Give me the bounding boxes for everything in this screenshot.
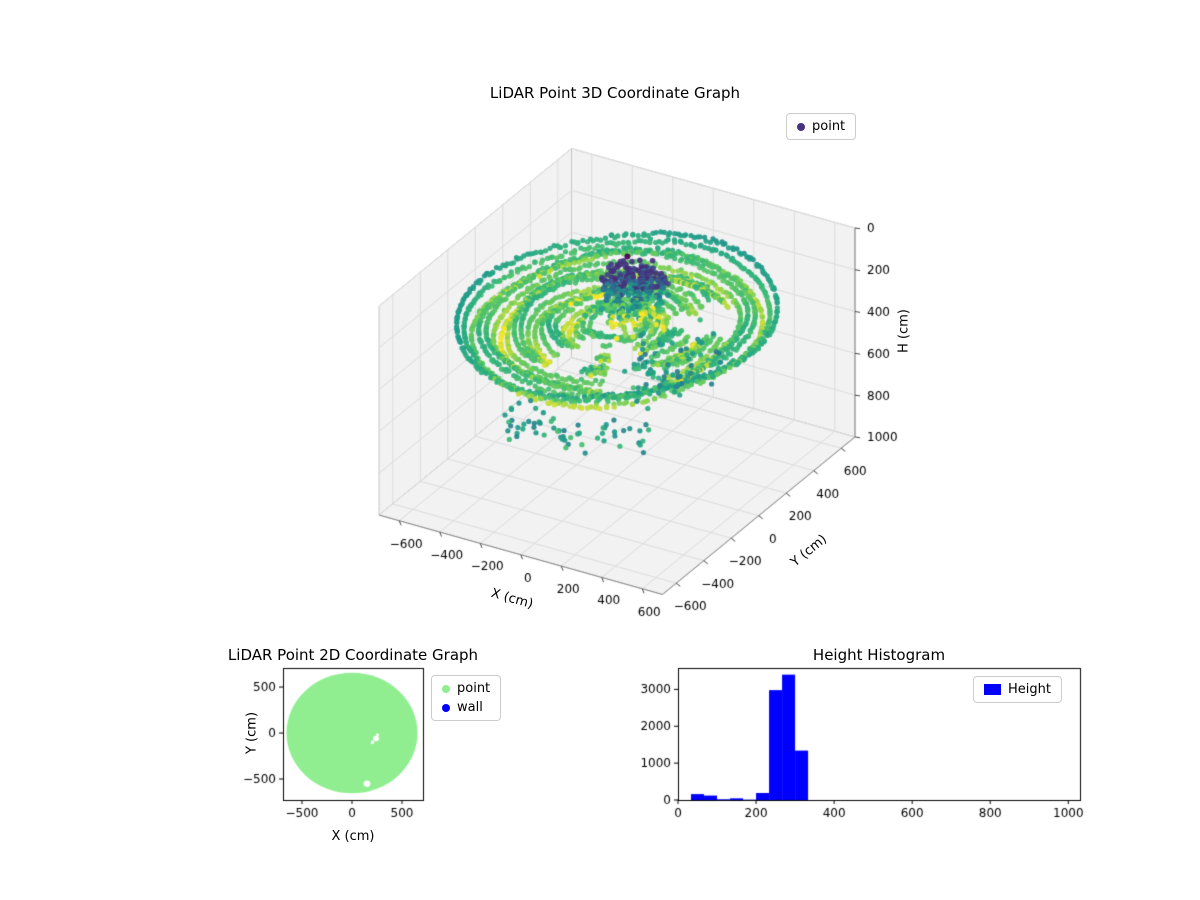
legend-label: Height — [1008, 682, 1051, 697]
plot-2d-legend: point wall — [431, 675, 502, 721]
plot-2d-title: LiDAR Point 2D Coordinate Graph — [227, 646, 479, 664]
legend-row-point: point — [797, 119, 845, 134]
h-axis-label-3d: H (cm) — [896, 309, 912, 353]
legend-label: point — [812, 119, 846, 134]
point-marker-icon — [797, 122, 805, 131]
x-axis-label-2d: X (cm) — [331, 829, 375, 844]
legend-row-height: Height — [984, 682, 1051, 697]
point-marker-icon — [442, 684, 450, 693]
histogram-title: Height Histogram — [812, 646, 946, 664]
legend-label: point — [457, 681, 491, 696]
y-axis-label-2d: Y (cm) — [244, 711, 260, 755]
plot-3d-legend: point — [786, 113, 857, 140]
plot-3d-title: LiDAR Point 3D Coordinate Graph — [489, 84, 741, 102]
legend-label: wall — [457, 700, 483, 715]
height-bar-swatch-icon — [984, 684, 1001, 695]
histogram-legend: Height — [973, 676, 1062, 703]
legend-row-point: point — [442, 681, 490, 696]
wall-marker-icon — [442, 703, 450, 712]
legend-row-wall: wall — [442, 700, 490, 715]
